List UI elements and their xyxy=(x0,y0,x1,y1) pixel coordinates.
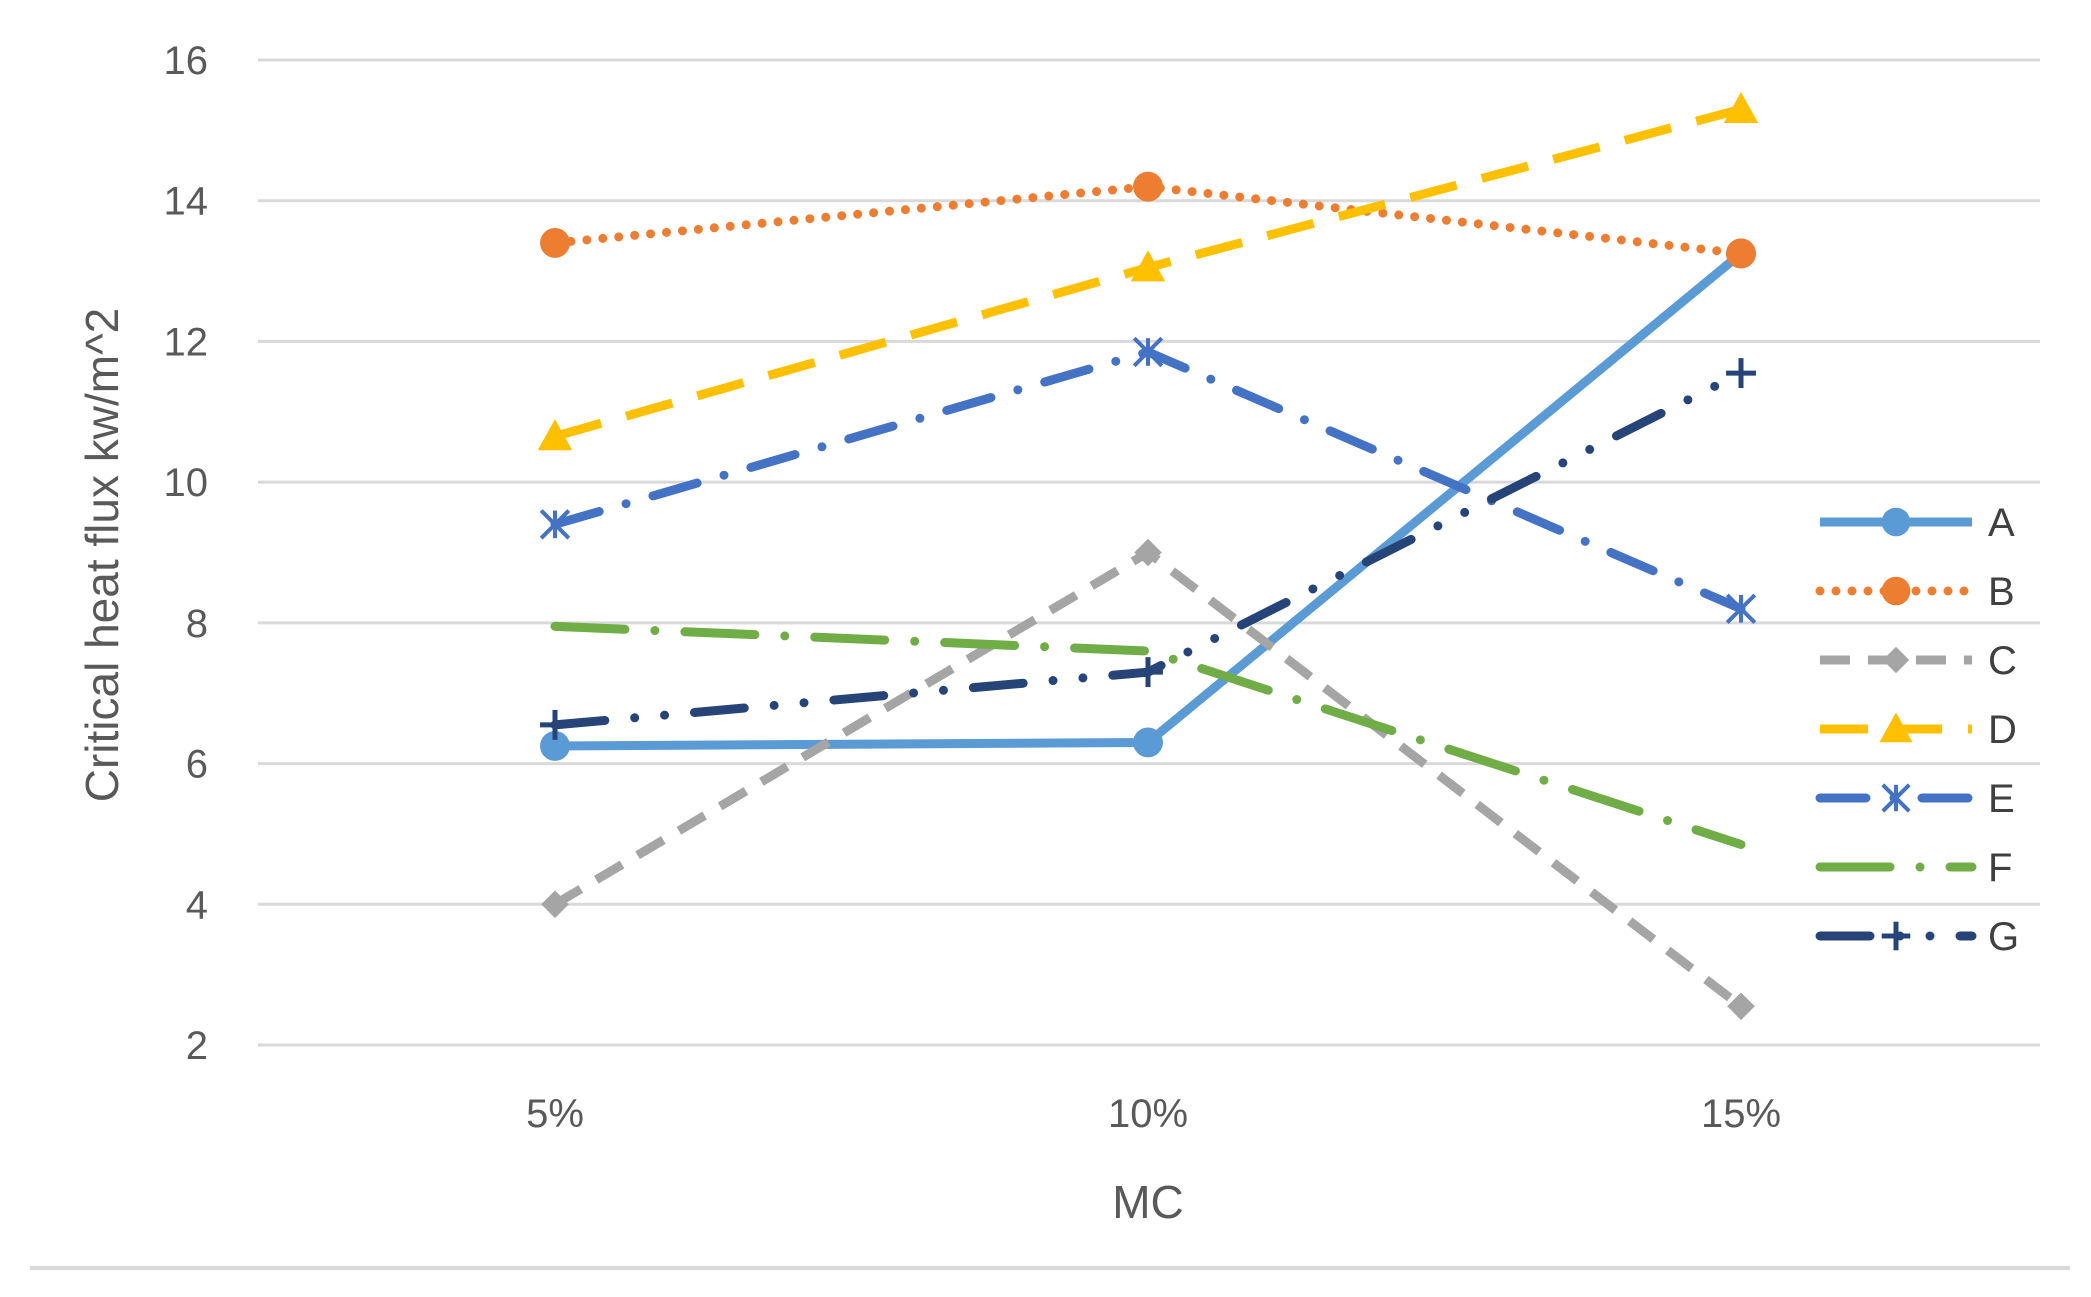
data-point-B xyxy=(540,227,570,258)
legend-marker xyxy=(1881,921,1911,951)
data-point-D xyxy=(1723,92,1759,124)
legend-label: F xyxy=(1988,846,2012,890)
legend-marker xyxy=(1881,507,1911,537)
y-tick-label: 6 xyxy=(186,743,208,787)
x-tick-label: 5% xyxy=(526,1092,584,1136)
data-point-A xyxy=(1133,727,1163,758)
legend-item-G: G xyxy=(1815,915,2019,959)
x-tick-label: 15% xyxy=(1701,1092,1781,1136)
legend-item-E: E xyxy=(1815,777,2015,821)
series-line-E xyxy=(550,347,1746,614)
data-point-B xyxy=(1726,238,1756,269)
legend-label: C xyxy=(1988,639,2017,683)
data-point-C xyxy=(541,890,569,919)
series-line-C xyxy=(552,548,1744,1010)
y-tick-label: 8 xyxy=(186,602,208,646)
legend-item-A: A xyxy=(1820,501,2015,545)
legend-label: A xyxy=(1988,501,2015,545)
y-tick-label: 12 xyxy=(164,320,209,364)
data-point-C xyxy=(1134,538,1162,567)
y-tick-label: 4 xyxy=(186,883,208,927)
data-point-E xyxy=(1132,336,1164,368)
data-point-D xyxy=(537,419,573,451)
legend-item-B: B xyxy=(1815,570,2015,614)
legend-item-D: D xyxy=(1820,708,2017,752)
y-tick-label: 10 xyxy=(164,461,209,505)
data-point-C xyxy=(1727,992,1755,1021)
y-tick-label: 14 xyxy=(164,180,209,224)
legend-item-C: C xyxy=(1820,639,2017,683)
series-G xyxy=(540,358,1756,740)
series-D xyxy=(537,92,1759,451)
data-point-G xyxy=(1726,358,1756,389)
x-axis-tick-labels: 5% 10% 15% xyxy=(526,1092,1781,1136)
series-B xyxy=(540,171,1756,269)
legend-label: B xyxy=(1988,570,2015,614)
data-point-E xyxy=(539,509,571,540)
data-point-B xyxy=(1133,171,1163,202)
y-axis-title: Critical heat flux kw/m^2 xyxy=(76,308,128,803)
data-point-G xyxy=(1133,657,1163,688)
series-E xyxy=(539,336,1757,624)
series-C xyxy=(541,538,1755,1021)
legend-label: G xyxy=(1988,915,2019,959)
y-tick-label: 16 xyxy=(164,39,209,83)
y-axis-tick-labels: 2 4 6 8 10 12 14 16 xyxy=(164,39,209,1068)
x-tick-label: 10% xyxy=(1108,1092,1188,1136)
series-lines xyxy=(537,92,1759,1021)
y-tick-label: 2 xyxy=(186,1024,208,1068)
x-axis-title: MC xyxy=(1112,1176,1184,1228)
series-F xyxy=(550,621,1746,849)
legend-label: E xyxy=(1988,777,2015,821)
data-point-D xyxy=(1130,250,1166,282)
legend-marker xyxy=(1881,576,1911,606)
series-line-F xyxy=(550,621,1746,849)
legend-marker xyxy=(1879,712,1913,743)
data-point-A xyxy=(540,731,570,761)
data-point-G xyxy=(540,709,570,740)
data-point-E xyxy=(1725,593,1757,624)
legend-label: D xyxy=(1988,708,2017,752)
legend-marker xyxy=(1881,783,1911,813)
legend-marker xyxy=(1882,646,1910,674)
legend-item-F: F xyxy=(1815,846,2012,890)
